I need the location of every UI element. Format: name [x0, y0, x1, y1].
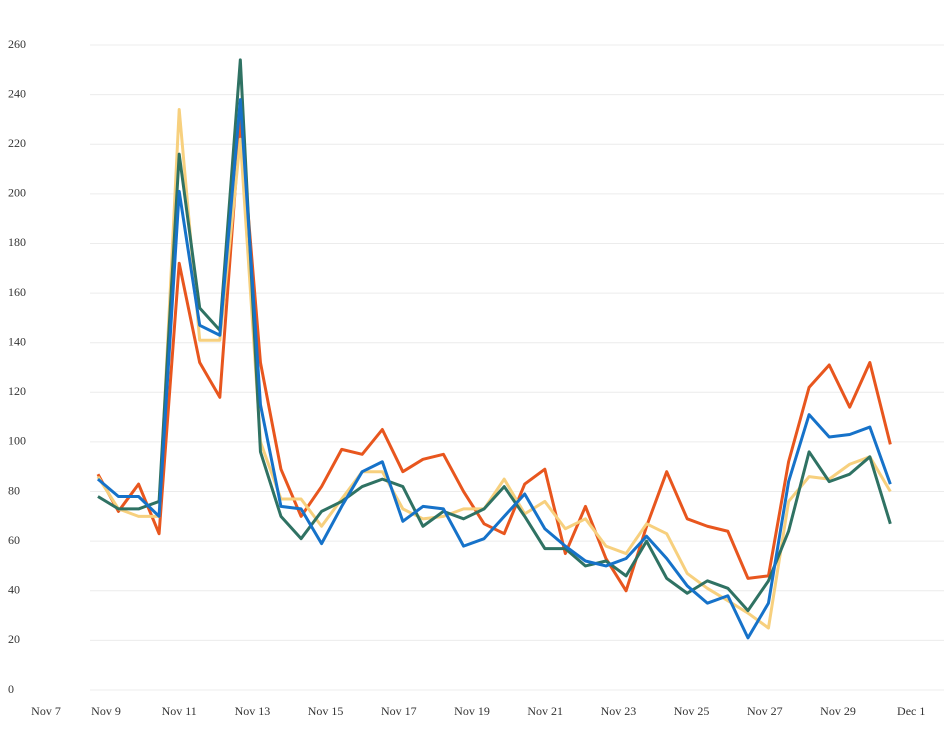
x-tick-label: Nov 11: [162, 704, 197, 718]
x-tick-label: Nov 17: [381, 704, 417, 718]
x-tick-label: Nov 27: [747, 704, 783, 718]
y-tick-label: 220: [8, 136, 26, 150]
y-tick-label: 60: [8, 533, 20, 547]
x-tick-label: Nov 29: [820, 704, 856, 718]
y-tick-label: 200: [8, 186, 26, 200]
x-tick-label: Nov 13: [235, 704, 271, 718]
x-tick-label: Nov 15: [308, 704, 344, 718]
series-line: [97, 58, 892, 613]
x-tick-label: Nov 21: [527, 704, 563, 718]
x-tick-label: Nov 9: [91, 704, 121, 718]
y-tick-label: 180: [8, 235, 26, 249]
x-tick-label: Nov 7: [31, 704, 61, 718]
x-tick-label: Nov 19: [454, 704, 490, 718]
y-tick-label: 40: [8, 583, 20, 597]
y-tick-label: 260: [8, 37, 26, 51]
x-tick-label: Nov 25: [674, 704, 710, 718]
y-tick-label: 100: [8, 434, 26, 448]
y-tick-label: 0: [8, 682, 14, 696]
x-tick-label: Dec 1: [897, 704, 925, 718]
x-tick-label: Nov 23: [601, 704, 637, 718]
y-tick-label: 80: [8, 483, 20, 497]
y-tick-label: 240: [8, 86, 26, 100]
series-line: [96, 98, 892, 640]
y-tick-label: 160: [8, 285, 26, 299]
y-tick-label: 20: [8, 632, 20, 646]
series-line: [96, 117, 892, 593]
y-tick-label: 140: [8, 334, 26, 348]
y-tick-label: 120: [8, 384, 26, 398]
